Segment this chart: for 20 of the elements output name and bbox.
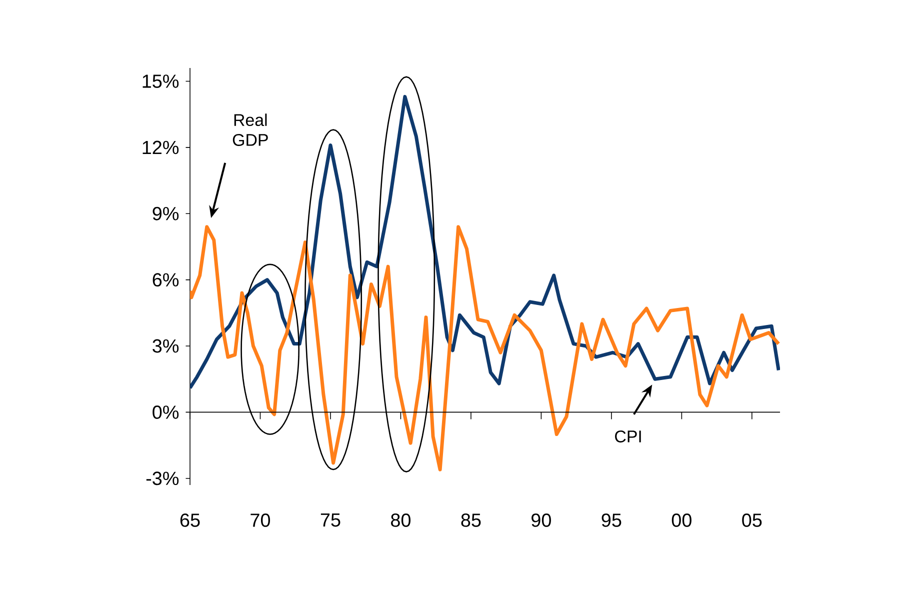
y-tick-label: 9% — [152, 206, 179, 220]
x-tick-label: 90 — [532, 514, 551, 527]
x-tick-label: 80 — [391, 514, 410, 527]
annotation: Real GDP — [232, 114, 268, 146]
y-tick-label: 6% — [152, 273, 179, 287]
annotation: CPI — [615, 430, 641, 442]
y-tick-label: 15% — [142, 74, 179, 88]
x-tick-label: 05 — [742, 514, 762, 527]
y-tick-label: 0% — [152, 405, 179, 419]
x-tick-label: 95 — [602, 514, 622, 527]
x-tick-label: 65 — [180, 514, 200, 527]
y-tick-label: -3% — [146, 472, 179, 486]
x-tick-label: 70 — [250, 514, 270, 527]
x-tick-label: 85 — [461, 514, 481, 527]
line-series — [190, 225, 780, 472]
line-series — [190, 94, 780, 390]
y-tick-label: 3% — [152, 339, 179, 353]
x-tick-label: 00 — [672, 514, 692, 527]
x-tick-label: 75 — [320, 514, 340, 527]
y-tick-label: 12% — [142, 140, 179, 154]
